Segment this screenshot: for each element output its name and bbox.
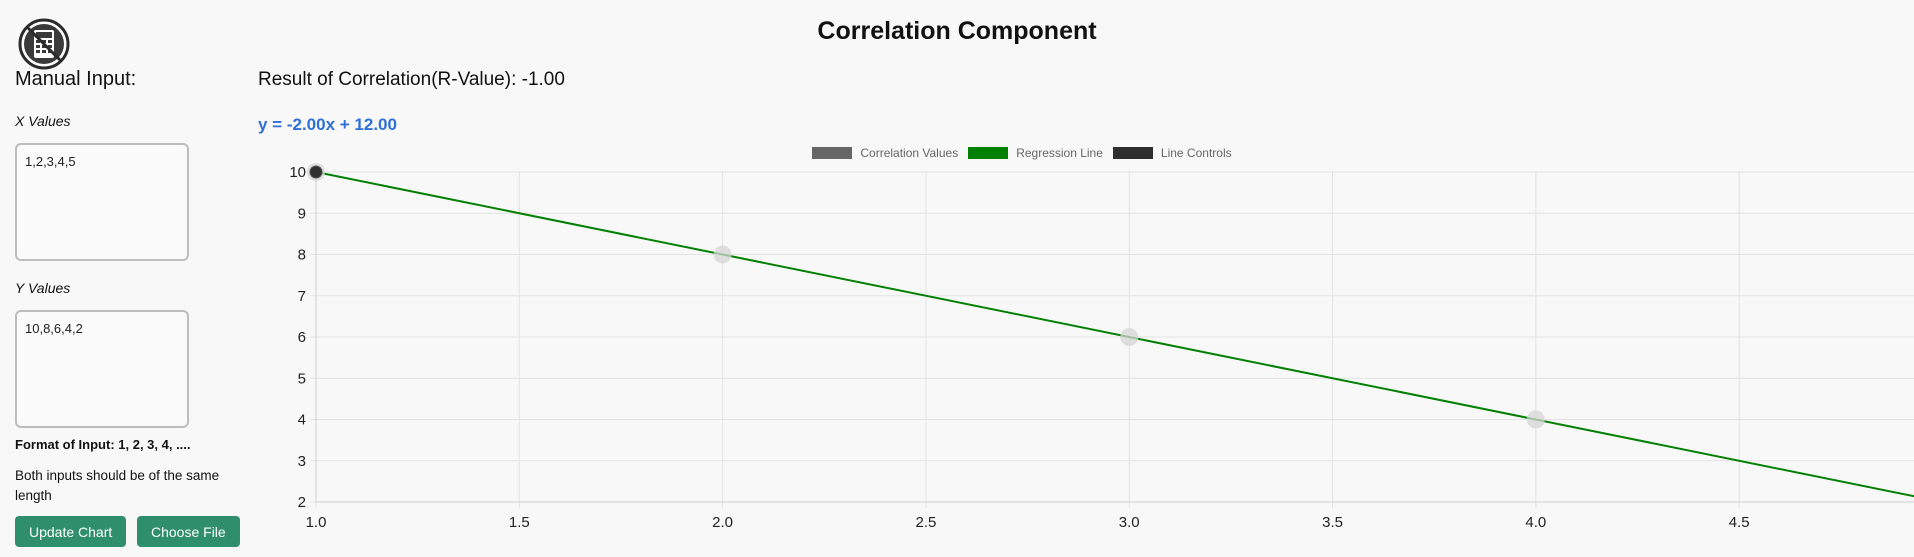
line-control-handle[interactable] [309,165,323,179]
x-tick-label: 4.5 [1729,514,1750,531]
choose-file-button[interactable]: Choose File [137,516,240,547]
y-tick-label: 9 [298,205,306,222]
x-tick-label: 3.0 [1119,514,1140,531]
y-tick-label: 2 [298,494,306,511]
x-tick-label: 1.0 [306,514,327,531]
calculator-logo-icon [18,18,70,70]
correlation-result: Result of Correlation(R-Value): -1.00 [258,69,565,90]
legend-label-regression-line: Regression Line [1016,146,1103,160]
page-title: Correlation Component [817,17,1097,45]
y-tick-label: 10 [289,164,306,181]
correlation-point [1526,410,1545,429]
chart-grid [310,171,1914,508]
y-tick-label: 3 [298,453,306,470]
correlation-point [713,245,732,264]
y-tick-label: 8 [298,247,306,264]
legend-swatch-correlation-values [812,147,853,159]
correlation-point [1120,328,1139,346]
update-chart-button[interactable]: Update Chart [15,516,127,547]
x-tick-label: 3.5 [1322,514,1343,531]
legend-swatch-line-controls [1112,147,1153,159]
chart-axes: 1.0 1.5 2.0 2.5 3.0 3.5 4.0 4.5 10 9 8 7 6 5 4 3 2 [289,164,1914,531]
y-tick-label: 7 [298,288,306,305]
chart-legend: Correlation Values Regression Line Line … [0,146,1914,160]
length-note: Both inputs should be of the same length [15,468,220,503]
x-tick-label: 4.0 [1525,514,1546,531]
x-values-label: X Values [15,113,71,129]
legend-label-line-controls: Line Controls [1160,146,1232,160]
legend-item-line-controls[interactable]: Line Controls [1112,146,1232,160]
y-values-label: Y Values [15,280,71,296]
x-tick-label: 2.5 [915,514,936,531]
chart-series [307,163,1914,498]
legend-label-correlation-values: Correlation Values [860,146,959,160]
x-tick-label: 2.0 [712,514,733,531]
x-values-input[interactable] [15,143,189,261]
x-tick-label: 1.5 [509,514,530,531]
y-values-input[interactable] [15,310,189,428]
y-tick-label: 6 [298,329,306,346]
legend-item-regression-line[interactable]: Regression Line [968,146,1103,160]
legend-swatch-regression-line [968,147,1009,159]
manual-input-heading: Manual Input: [15,68,137,90]
y-tick-label: 5 [298,370,306,387]
y-tick-label: 4 [298,412,306,429]
format-note: Format of Input: 1, 2, 3, 4, .... [15,437,191,452]
regression-equation: y = -2.00x + 12.00 [258,115,397,134]
legend-item-correlation-values[interactable]: Correlation Values [812,146,958,160]
